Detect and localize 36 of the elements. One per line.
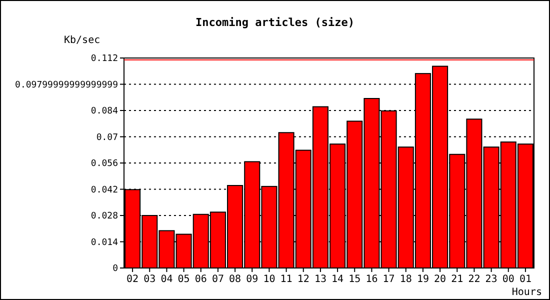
x-tick-label: 18 <box>400 274 412 285</box>
y-tick-label: 0.07 <box>96 132 118 143</box>
y-tick-label: 0.014 <box>90 238 118 248</box>
chart-title: Incoming articles (size) <box>196 16 354 29</box>
y-tick-label: 0.028 <box>90 212 118 222</box>
x-tick-label: 14 <box>332 274 344 285</box>
x-tick-label: 09 <box>246 274 258 285</box>
x-tick-label: 05 <box>178 274 190 285</box>
x-tick-label: 20 <box>434 274 446 285</box>
x-tick-label: 19 <box>416 274 429 285</box>
x-tick-label: 03 <box>144 274 156 285</box>
x-tick-label: 06 <box>194 274 207 285</box>
y-tick-label: 0 <box>112 264 118 274</box>
x-tick-label: 23 <box>485 274 498 285</box>
x-tick-label: 01 <box>519 274 532 285</box>
x-tick-label: 02 <box>126 274 139 285</box>
x-tick-label: 12 <box>297 274 310 285</box>
x-tick-label: 00 <box>502 274 514 285</box>
y-tick-label: 0.056 <box>90 159 118 170</box>
x-tick-label: 16 <box>366 274 378 285</box>
y-tick-label: 0.084 <box>90 106 118 117</box>
x-tick-label: 10 <box>263 274 276 285</box>
y-axis-title: Kb/sec <box>64 35 100 46</box>
x-tick-label: 17 <box>382 274 395 285</box>
x-tick-label: 08 <box>229 274 242 285</box>
y-tick-label: 0.112 <box>90 54 118 64</box>
x-tick-label: 13 <box>314 274 326 285</box>
x-tick-label: 15 <box>348 274 361 285</box>
x-tick-label: 22 <box>468 274 480 285</box>
x-tick-label: 21 <box>451 274 464 285</box>
x-axis-title: Hours <box>512 287 542 298</box>
x-tick-label: 04 <box>160 274 173 285</box>
x-tick-label: 11 <box>280 274 292 285</box>
y-tick-label: 0.042 <box>90 185 118 196</box>
y-tick-label: 0.09799999999999999 <box>15 80 118 90</box>
x-tick-label: 07 <box>212 274 224 285</box>
